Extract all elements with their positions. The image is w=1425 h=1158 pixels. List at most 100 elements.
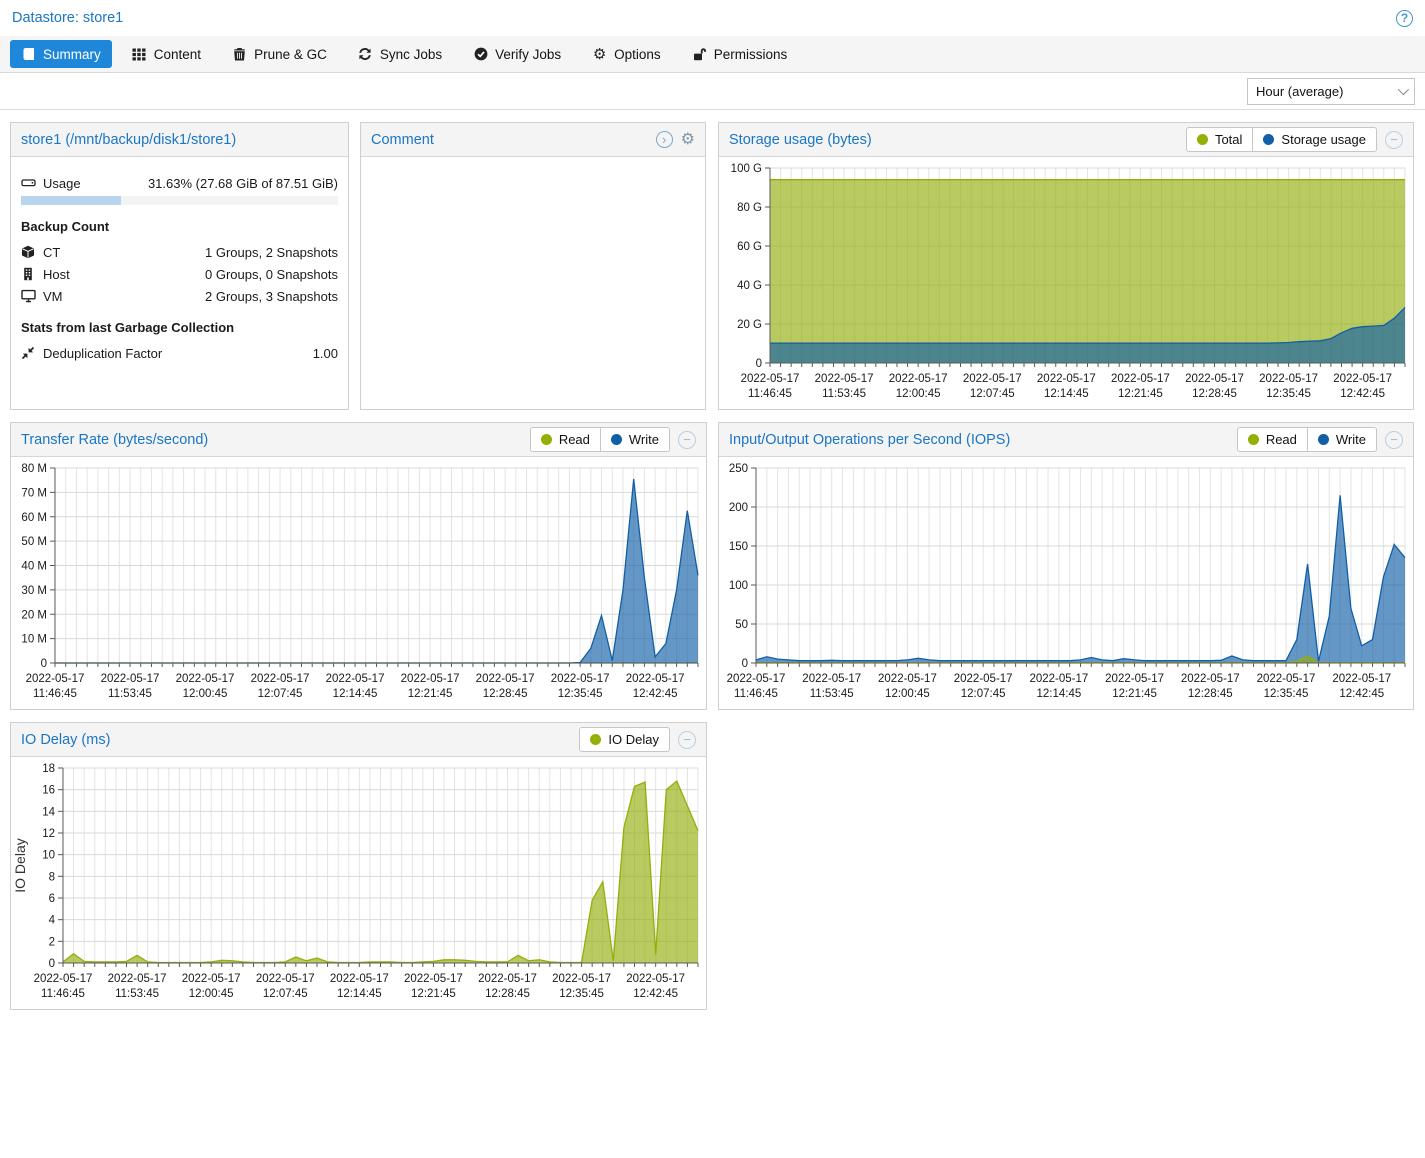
svg-text:0: 0 <box>742 658 748 670</box>
legend-item-read[interactable]: Read <box>531 428 600 451</box>
ct-label: CT <box>43 245 205 260</box>
gc-stats-heading: Stats from last Garbage Collection <box>21 320 338 335</box>
tab-label: Options <box>614 47 661 62</box>
legend-dot <box>1248 434 1259 445</box>
gear-icon: ⚙ <box>592 47 607 62</box>
svg-text:2022-05-1712:28:45: 2022-05-1712:28:45 <box>1185 373 1244 400</box>
svg-text:2: 2 <box>49 936 55 948</box>
svg-text:100 G: 100 G <box>731 163 762 175</box>
time-range-select[interactable]: Hour (average) <box>1247 78 1415 105</box>
minus-circle-icon[interactable]: − <box>678 731 696 749</box>
svg-text:200: 200 <box>729 502 748 514</box>
legend-item-io-delay[interactable]: IO Delay <box>580 728 669 751</box>
io-delay-title: IO Delay (ms) <box>21 732 579 748</box>
svg-text:2022-05-1712:07:45: 2022-05-1712:07:45 <box>963 373 1022 400</box>
transfer-rate-legend: Read Write <box>530 427 670 452</box>
legend-item-total[interactable]: Total <box>1187 128 1252 151</box>
svg-text:IO Delay: IO Delay <box>12 838 28 892</box>
svg-text:2022-05-1712:35:45: 2022-05-1712:35:45 <box>1259 373 1318 400</box>
tab-bar: Summary Content Prune & GC Sync Jobs Verify … <box>0 36 1425 73</box>
svg-text:250: 250 <box>729 463 748 475</box>
compress-icon <box>21 346 43 360</box>
svg-text:20 G: 20 G <box>737 319 762 331</box>
minus-circle-icon[interactable]: − <box>1385 431 1403 449</box>
tab-options[interactable]: ⚙ Options <box>581 40 672 68</box>
datastore-panel-body: Usage 31.63% (27.68 GiB of 87.51 GiB) Ba… <box>11 157 348 363</box>
svg-text:2022-05-1712:07:45: 2022-05-1712:07:45 <box>954 673 1013 700</box>
time-range-value: Hour (average) <box>1256 84 1343 99</box>
iops-legend: ReadWrite <box>1237 427 1377 452</box>
svg-text:2022-05-1712:35:45: 2022-05-1712:35:45 <box>1257 673 1316 700</box>
legend-item-write[interactable]: Write <box>1307 428 1376 451</box>
legend-label: Total <box>1215 132 1242 147</box>
svg-text:2022-05-1712:42:45: 2022-05-1712:42:45 <box>1332 673 1391 700</box>
tab-label: Sync Jobs <box>380 47 442 62</box>
building-icon <box>21 267 43 281</box>
svg-text:2022-05-1712:00:45: 2022-05-1712:00:45 <box>878 673 937 700</box>
svg-text:2022-05-1712:28:45: 2022-05-1712:28:45 <box>476 673 535 700</box>
legend-item-read[interactable]: Read <box>1238 428 1307 451</box>
book-icon <box>21 47 36 62</box>
minus-circle-icon[interactable]: − <box>678 431 696 449</box>
tab-label: Verify Jobs <box>495 47 561 62</box>
host-label: Host <box>43 267 205 282</box>
svg-text:2022-05-1712:14:45: 2022-05-1712:14:45 <box>1029 673 1088 700</box>
usage-row: Usage 31.63% (27.68 GiB of 87.51 GiB) <box>21 173 338 193</box>
svg-text:2022-05-1711:46:45: 2022-05-1711:46:45 <box>34 973 93 1000</box>
legend-item-storage-usage[interactable]: Storage usage <box>1252 128 1376 151</box>
tab-summary[interactable]: Summary <box>10 40 112 68</box>
io-delay-header: IO Delay (ms) IO Delay − <box>11 723 706 757</box>
chevron-down-icon <box>1398 84 1409 95</box>
svg-text:2022-05-1711:53:45: 2022-05-1711:53:45 <box>108 973 167 1000</box>
hdd-icon <box>21 176 43 190</box>
svg-text:100: 100 <box>729 580 748 592</box>
unlock-icon <box>692 47 707 62</box>
check-circle-icon <box>473 47 488 62</box>
tab-verify-jobs[interactable]: Verify Jobs <box>462 40 572 68</box>
minus-circle-icon[interactable]: − <box>1385 131 1403 149</box>
tab-label: Prune & GC <box>254 47 327 62</box>
content-area: store1 (/mnt/backup/disk1/store1) Usage … <box>0 110 1425 1158</box>
legend-dot <box>1197 134 1208 145</box>
svg-text:2022-05-1712:42:45: 2022-05-1712:42:45 <box>626 673 685 700</box>
svg-text:60 M: 60 M <box>21 512 47 524</box>
legend-dot <box>1318 434 1329 445</box>
tab-sync-jobs[interactable]: Sync Jobs <box>347 40 453 68</box>
ct-row: CT 1 Groups, 2 Snapshots <box>21 242 338 262</box>
svg-text:2022-05-1712:14:45: 2022-05-1712:14:45 <box>326 673 385 700</box>
backup-count-heading: Backup Count <box>21 219 338 234</box>
transfer-rate-chart: 2022-05-1711:46:452022-05-1711:53:452022… <box>11 458 706 709</box>
svg-text:18: 18 <box>42 763 55 775</box>
io-delay-chart: 2022-05-1711:46:452022-05-1711:53:452022… <box>11 758 706 1009</box>
help-icon[interactable]: ? <box>1396 10 1413 27</box>
svg-text:2022-05-1711:53:45: 2022-05-1711:53:45 <box>802 673 861 700</box>
transfer-rate-header: Transfer Rate (bytes/second) ReadWrite − <box>11 423 706 457</box>
vm-row: VM 2 Groups, 3 Snapshots <box>21 286 338 306</box>
comment-panel-title: Comment <box>371 132 656 148</box>
chevron-right-circle-icon[interactable]: › <box>656 131 673 148</box>
tab-permissions[interactable]: Permissions <box>681 40 799 68</box>
legend-item-write[interactable]: Write <box>600 428 669 451</box>
host-row: Host 0 Groups, 0 Snapshots <box>21 264 338 284</box>
gear-icon[interactable]: ⚙ <box>681 132 695 148</box>
iops-panel: Input/Output Operations per Second (IOPS… <box>718 422 1414 710</box>
comment-body <box>361 157 705 197</box>
svg-text:30 M: 30 M <box>21 585 47 597</box>
cube-icon <box>21 245 43 259</box>
svg-text:2022-05-1712:00:45: 2022-05-1712:00:45 <box>176 673 235 700</box>
svg-text:2022-05-1712:21:45: 2022-05-1712:21:45 <box>1105 673 1164 700</box>
svg-text:10: 10 <box>42 850 55 862</box>
tab-label: Permissions <box>714 47 788 62</box>
storage-usage-chart: 2022-05-1711:46:452022-05-1711:53:452022… <box>719 158 1413 409</box>
vm-value: 2 Groups, 3 Snapshots <box>205 289 338 304</box>
svg-text:40 M: 40 M <box>21 561 47 573</box>
svg-text:2022-05-1711:46:45: 2022-05-1711:46:45 <box>727 673 786 700</box>
dedup-label: Deduplication Factor <box>43 346 313 361</box>
svg-text:8: 8 <box>49 871 55 883</box>
app-header: Datastore: store1 ? <box>0 0 1425 36</box>
storage-usage-legend: Total Storage usage <box>1186 127 1377 152</box>
iops-title: Input/Output Operations per Second (IOPS… <box>729 432 1237 448</box>
legend-label: Write <box>629 432 659 447</box>
tab-content[interactable]: Content <box>121 40 212 68</box>
tab-prune-gc[interactable]: Prune & GC <box>221 40 338 68</box>
